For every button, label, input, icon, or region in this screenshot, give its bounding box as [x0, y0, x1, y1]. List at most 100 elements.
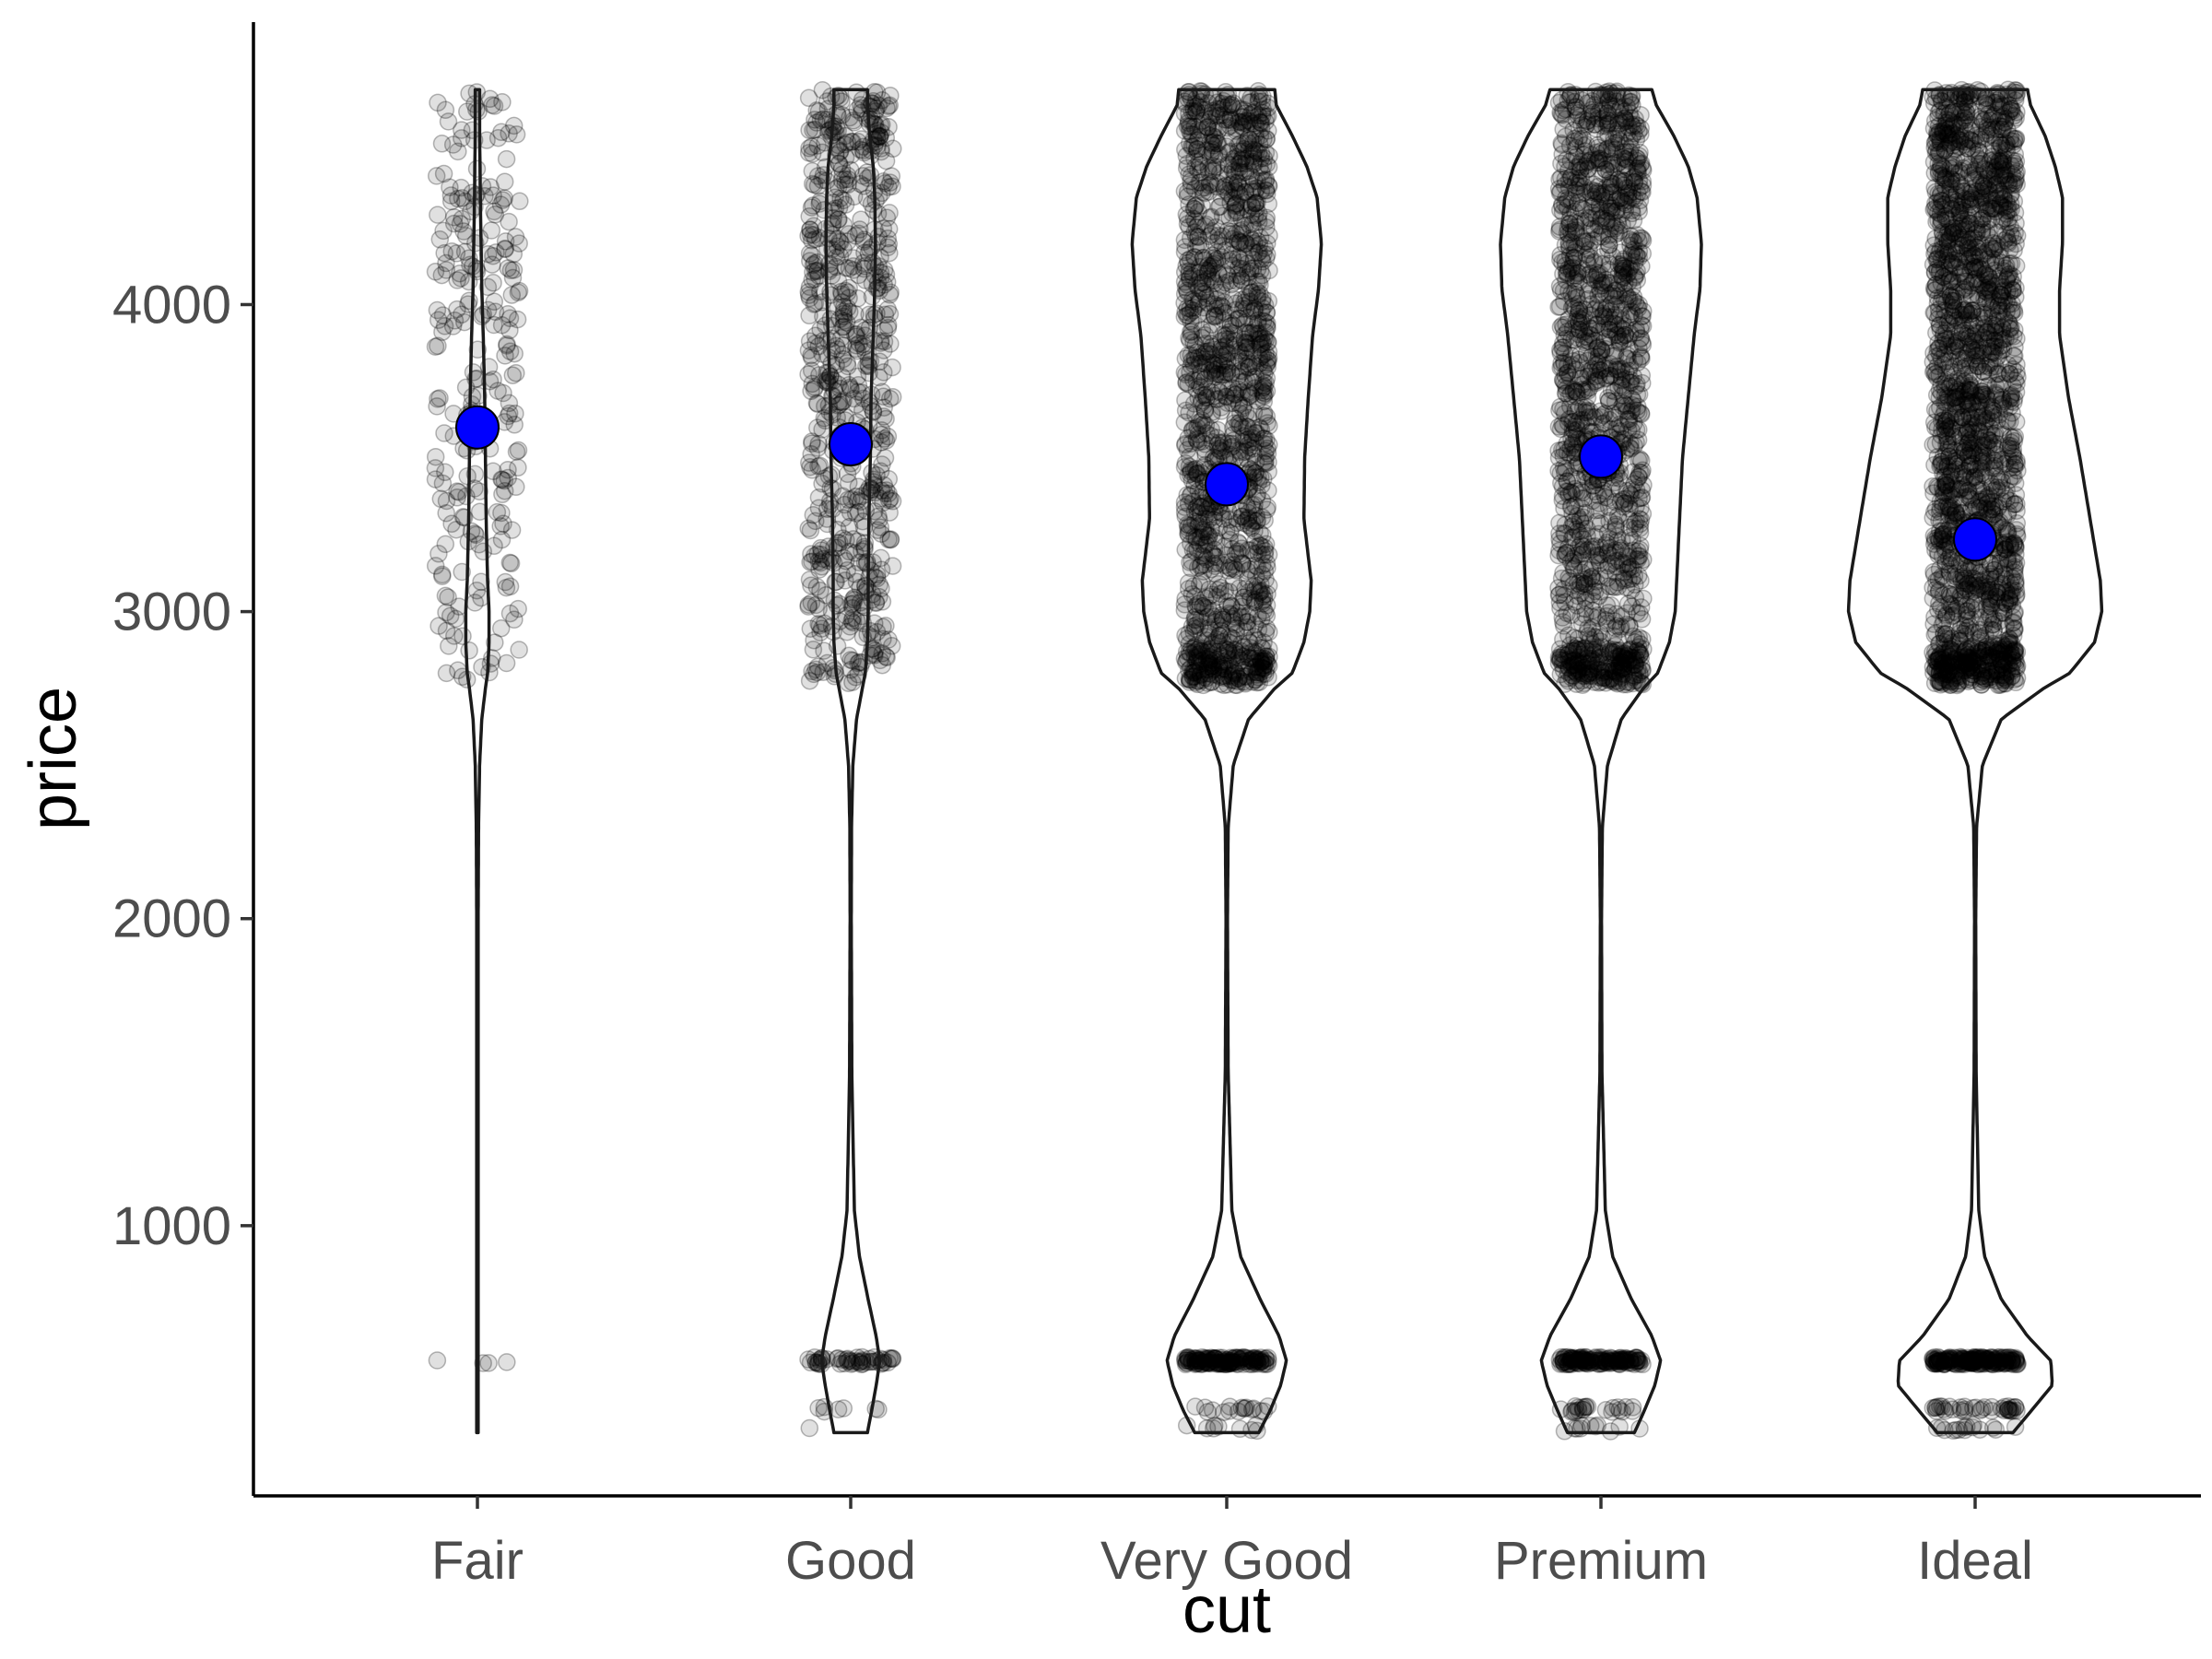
- data-point: [507, 442, 526, 461]
- data-point: [436, 463, 454, 482]
- data-point: [442, 514, 461, 534]
- data-point: [433, 565, 452, 584]
- data-point: [872, 560, 891, 580]
- data-point: [1551, 419, 1571, 439]
- data-point: [883, 1349, 902, 1369]
- data-point: [1603, 137, 1621, 157]
- data-point: [852, 318, 870, 337]
- data-point: [1230, 185, 1250, 205]
- data-point: [500, 342, 520, 361]
- data-point: [872, 548, 890, 568]
- data-point: [1627, 1348, 1646, 1368]
- data-point: [506, 228, 525, 246]
- data-point: [813, 345, 831, 363]
- data-point: [870, 127, 889, 146]
- data-point: [429, 617, 448, 635]
- data-point: [871, 518, 890, 536]
- data-point: [867, 565, 887, 584]
- data-point: [493, 191, 512, 209]
- data-point: [504, 116, 524, 135]
- data-point: [804, 121, 822, 140]
- data-point: [843, 594, 863, 613]
- data-point: [811, 538, 830, 558]
- data-point: [461, 255, 479, 275]
- data-point: [1257, 652, 1276, 671]
- data-point: [483, 255, 501, 274]
- data-point: [510, 281, 529, 300]
- data-point: [1180, 195, 1198, 214]
- data-point: [1249, 106, 1268, 124]
- data-point: [435, 317, 454, 335]
- data-point: [836, 195, 855, 214]
- data-point: [502, 286, 522, 304]
- data-point: [1565, 593, 1583, 611]
- data-point: [803, 662, 821, 681]
- data-point: [803, 552, 821, 571]
- data-point: [806, 262, 825, 280]
- data-point: [1204, 271, 1222, 290]
- data-point: [830, 612, 849, 630]
- data-point: [478, 277, 498, 297]
- data-point: [846, 504, 865, 523]
- data-point: [810, 616, 830, 635]
- data-point: [486, 206, 505, 224]
- data-point: [473, 177, 492, 195]
- data-point: [500, 321, 519, 340]
- data-point: [872, 425, 891, 444]
- data-point: [872, 524, 890, 543]
- data-point: [1230, 309, 1249, 328]
- data-point: [841, 302, 859, 322]
- data-point: [429, 336, 447, 356]
- data-point: [803, 348, 821, 367]
- data-point: [429, 93, 447, 112]
- data-point: [443, 317, 463, 335]
- data-point: [444, 214, 464, 233]
- data-point: [496, 347, 514, 365]
- data-point: [877, 647, 896, 666]
- data-point: [504, 244, 524, 264]
- data-point: [426, 447, 445, 466]
- data-point: [1573, 410, 1593, 429]
- data-point: [877, 265, 896, 284]
- data-point: [1618, 346, 1637, 365]
- data-point: [1256, 571, 1275, 589]
- data-point: [448, 488, 466, 507]
- data-point: [877, 128, 896, 147]
- data-point: [839, 283, 857, 302]
- data-point: [483, 96, 501, 114]
- data-point: [500, 212, 518, 231]
- data-point: [822, 355, 841, 373]
- data-point: [806, 254, 824, 273]
- data-point: [451, 264, 469, 283]
- data-point: [1633, 231, 1653, 250]
- data-point: [1578, 388, 1597, 406]
- data-point: [453, 189, 472, 207]
- data-point: [843, 613, 863, 632]
- data-point: [439, 588, 457, 606]
- data-point: [871, 462, 890, 481]
- data-point: [505, 416, 524, 434]
- data-point: [801, 252, 819, 270]
- data-point: [1206, 253, 1225, 273]
- data-point: [836, 571, 854, 590]
- data-point: [868, 204, 888, 223]
- data-point: [1257, 208, 1277, 228]
- data-point: [1596, 1401, 1616, 1419]
- data-point: [840, 225, 858, 243]
- data-point: [1203, 315, 1221, 334]
- data-point: [1616, 159, 1635, 179]
- data-point: [1230, 233, 1250, 252]
- data-point: [808, 657, 828, 676]
- data-point: [488, 502, 507, 522]
- data-point: [806, 294, 825, 313]
- data-point: [841, 380, 860, 398]
- data-point: [488, 128, 508, 147]
- data-point: [507, 125, 526, 144]
- data-point: [437, 503, 455, 523]
- data-point: [1179, 346, 1198, 364]
- data-point: [1182, 124, 1201, 144]
- data-point: [480, 89, 500, 109]
- data-point: [485, 315, 503, 335]
- data-point: [437, 603, 455, 622]
- data-point: [1573, 129, 1592, 148]
